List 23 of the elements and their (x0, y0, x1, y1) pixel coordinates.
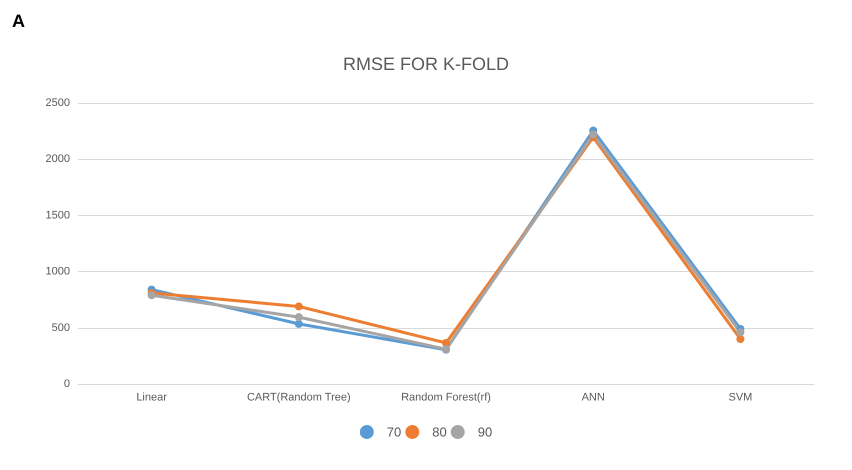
x-tick-label: Linear (136, 392, 168, 404)
point (589, 130, 598, 138)
x-tick-label: Random Forest(rf) (401, 392, 491, 404)
chart-title: RMSE FOR K-FOLD (342, 54, 510, 74)
y-tick-label: 0 (64, 378, 70, 390)
x-tick-label: ANN (582, 392, 605, 404)
y-tick-label: 2500 (46, 97, 70, 109)
y-tick-label: 500 (52, 322, 70, 334)
y-tick-label: 2000 (46, 153, 70, 166)
legend-label: 90 (478, 424, 492, 440)
point (294, 302, 303, 310)
y-tick-label: 1500 (46, 209, 70, 222)
x-tick-label: CART(Random Tree) (246, 392, 351, 404)
y-tick-label: 1000 (46, 266, 70, 278)
legend-label: 80 (432, 424, 447, 440)
point (294, 320, 303, 328)
text: A (12, 11, 25, 31)
point (294, 313, 303, 322)
x-tick-label: SVM (728, 392, 752, 404)
point (736, 328, 744, 336)
point (148, 291, 156, 300)
legend-label: 70 (386, 424, 402, 440)
point (736, 335, 744, 344)
